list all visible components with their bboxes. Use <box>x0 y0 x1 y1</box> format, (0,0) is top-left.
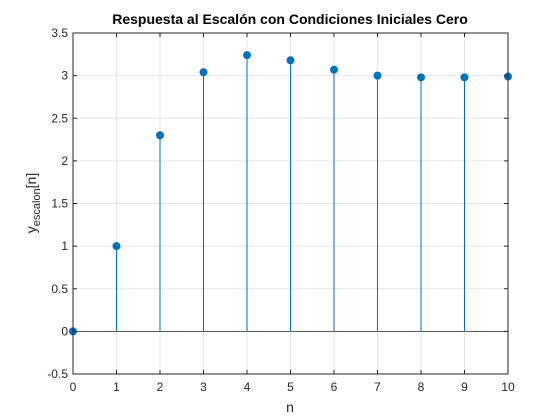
stem-marker-3 <box>199 68 208 77</box>
stem-marker-2 <box>156 131 164 140</box>
stem-marker-6 <box>330 65 338 74</box>
x-tick-label-9: 9 <box>461 380 468 394</box>
stem-marker-9 <box>460 73 469 82</box>
x-tick-label-0: 0 <box>70 380 77 394</box>
x-tick-label-8: 8 <box>418 380 425 394</box>
x-tick-label-6: 6 <box>331 380 338 394</box>
x-tick-label-4: 4 <box>244 380 251 394</box>
y-tick-label-5: 2 <box>61 154 68 168</box>
y-tick-label-1: 0 <box>61 324 68 338</box>
x-tick-label-5: 5 <box>287 380 294 394</box>
x-tick-label-10: 10 <box>501 380 515 394</box>
x-tick-label-1: 1 <box>113 380 120 394</box>
y-axis-label-subscript: escalon <box>31 188 43 226</box>
x-tick-label-2: 2 <box>157 380 164 394</box>
y-tick-label-0: -0.5 <box>47 367 68 381</box>
x-tick-label-3: 3 <box>200 380 207 394</box>
x-tick-label-7: 7 <box>374 380 381 394</box>
axes <box>72 32 509 375</box>
stem-series <box>69 51 512 336</box>
stem-marker-7 <box>373 71 382 80</box>
y-axis-label-base: y <box>23 226 39 233</box>
y-axis-label: yescalon[n] <box>23 173 43 234</box>
tick-labels: 0 1 2 3 4 5 6 7 8 9 10-0.500.511.522.533.5 <box>47 26 515 394</box>
stem-marker-4 <box>243 51 251 60</box>
y-tick-label-7: 3 <box>61 69 68 83</box>
y-tick-label-2: 0.5 <box>51 282 68 296</box>
stem-marker-1 <box>112 242 121 251</box>
stem-marker-5 <box>286 56 295 65</box>
x-axis-label: n <box>286 399 294 415</box>
y-tick-label-4: 1.5 <box>51 197 68 211</box>
y-tick-label-6: 2.5 <box>51 111 68 125</box>
y-axis-label-suffix: [n] <box>23 173 39 189</box>
y-tick-label-3: 1 <box>61 239 68 253</box>
stem-marker-8 <box>417 73 425 82</box>
y-tick-label-8: 3.5 <box>51 26 68 40</box>
chart-title: Respuesta al Escalón con Condiciones Ini… <box>112 11 468 27</box>
